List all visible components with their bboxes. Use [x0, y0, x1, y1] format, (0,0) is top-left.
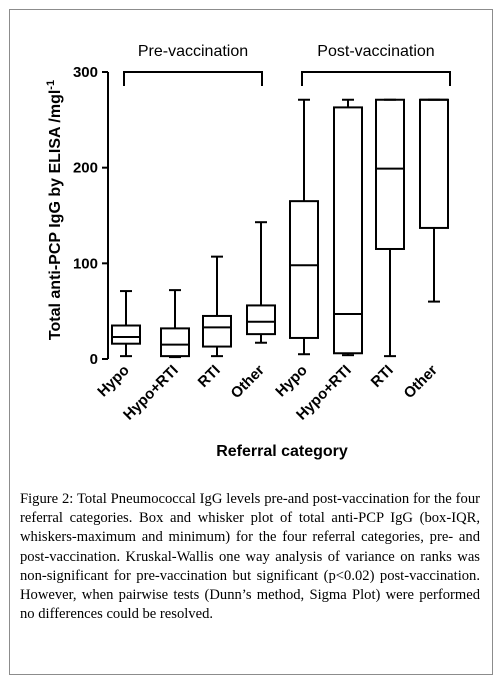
y-tick-label-200: 200	[73, 160, 98, 177]
x-tick-label-post-vaccination-other: Other	[401, 362, 441, 402]
caption-text: Total Pneumococcal IgG levels pre-and po…	[20, 491, 480, 623]
x-axis-title: Referral category	[216, 443, 348, 460]
x-tick-label-pre-vaccination-rti: RTI	[195, 362, 224, 391]
box-post-vaccination-hypo-rti	[333, 106, 363, 355]
y-axis-title: Total anti-PCP IgG by ELISA /mgl-1	[45, 80, 64, 340]
box-post-vaccination-rti	[375, 98, 405, 250]
y-tick-label-300: 300	[73, 64, 98, 81]
group-label-post-vaccination: Post-vaccination	[317, 43, 434, 60]
x-tick-label-post-vaccination-hypo: Hypo	[272, 362, 311, 401]
box-post-vaccination-other	[419, 98, 449, 229]
figure-frame	[9, 9, 493, 675]
y-tick-label-0: 0	[90, 351, 98, 368]
box-plot-chart: Total anti-PCP IgG by ELISA /mgl-1 Refer…	[45, 43, 451, 460]
y-axis-title-superscript: -1	[45, 80, 57, 90]
bracket-post-vaccination	[301, 71, 451, 86]
box-pre-vaccination-rti	[202, 314, 232, 348]
box-post-vaccination-hypo	[289, 200, 319, 339]
bracket-pre-vaccination	[123, 71, 263, 86]
x-tick-label-post-vaccination-rti: RTI	[368, 362, 397, 391]
caption-label: Figure 2:	[20, 491, 74, 507]
x-tick-label-pre-vaccination-other: Other	[228, 362, 268, 402]
group-label-pre-vaccination: Pre-vaccination	[138, 43, 248, 60]
y-tick-label-100: 100	[73, 255, 98, 272]
x-tick-label-pre-vaccination-hypo: Hypo	[94, 362, 133, 401]
box-pre-vaccination-hypo-rti	[160, 327, 190, 358]
figure-caption: Figure 2: Total Pneumococcal IgG levels …	[20, 490, 480, 624]
box-pre-vaccination-other	[246, 304, 276, 336]
box-pre-vaccination-hypo	[111, 324, 141, 345]
